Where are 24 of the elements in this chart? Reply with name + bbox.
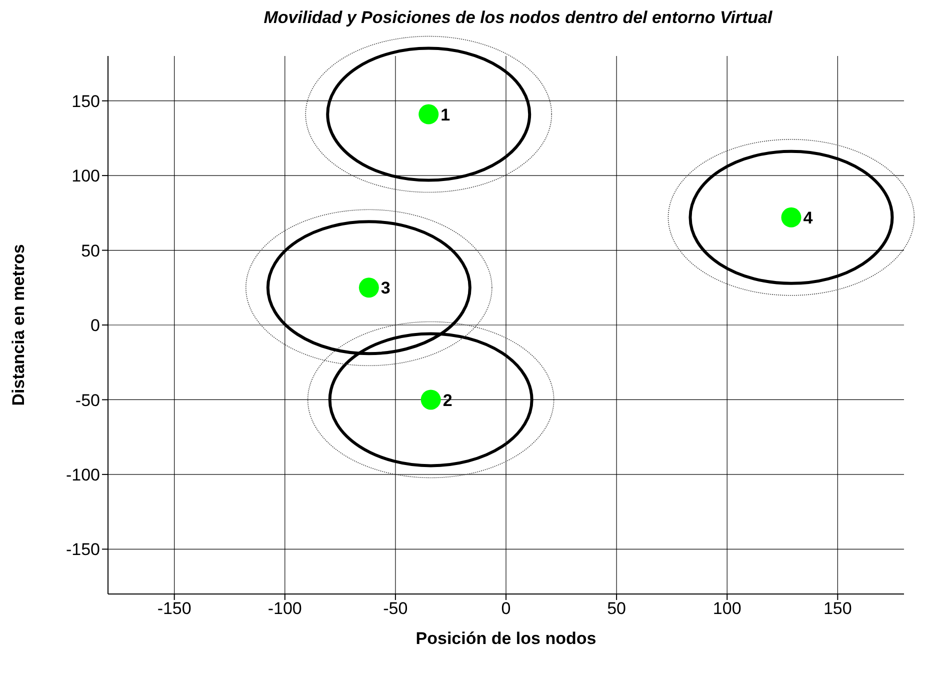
y-tick-label: 150 [72,92,100,111]
x-tick-label: 0 [501,599,511,618]
x-tick-label: -50 [383,599,408,618]
y-tick-label: -100 [66,465,100,484]
y-axis-title: Distancia en metros [9,244,28,406]
annotation: 3 [380,278,390,298]
annotation: 4 [803,208,814,228]
point [781,207,802,228]
annotation: 1 [440,105,450,124]
point [358,278,379,298]
x-tick-label: 150 [823,599,852,618]
y-tick-label: 50 [81,241,100,260]
point [420,390,441,410]
point [418,104,439,124]
y-tick-label: 0 [90,316,100,336]
y-tick-label: -50 [75,390,100,410]
x-tick-label: 100 [712,599,742,618]
y-tick-label: -150 [66,540,100,560]
x-tick-label: -150 [157,599,192,618]
x-tick-label: -100 [268,599,302,618]
y-tick-label: 100 [72,166,100,186]
x-tick-label: 50 [607,599,626,618]
x-axis-title: Posición de los nodos [416,629,596,648]
chart-title: Movilidad y Posiciones de los nodos dentro del entorno Virtual [262,8,774,28]
